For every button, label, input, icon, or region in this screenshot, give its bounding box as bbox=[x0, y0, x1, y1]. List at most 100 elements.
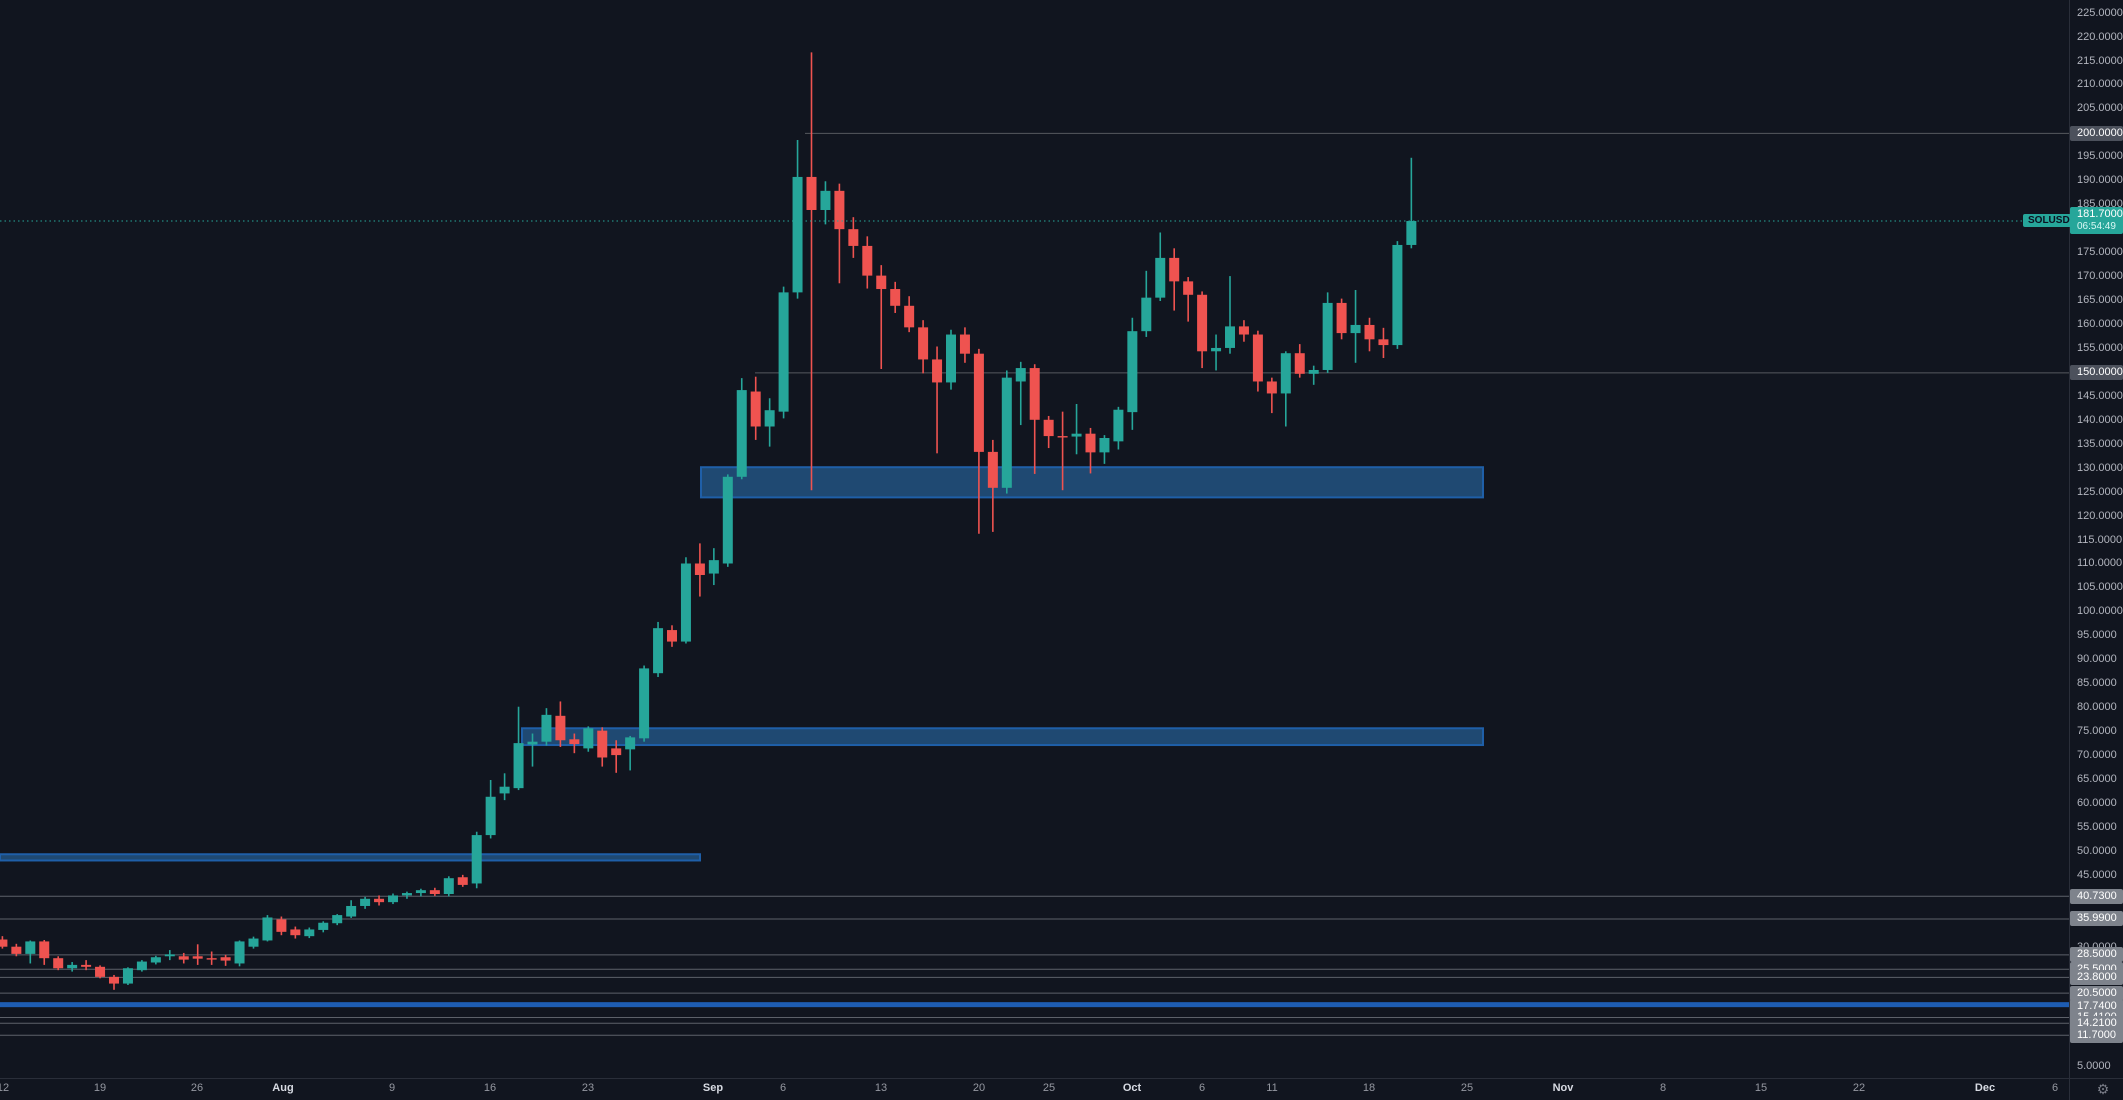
candle[interactable] bbox=[987, 451, 998, 488]
candle[interactable] bbox=[1141, 297, 1152, 332]
candle[interactable] bbox=[680, 563, 691, 642]
candle[interactable] bbox=[1071, 433, 1082, 437]
candle[interactable] bbox=[569, 739, 580, 745]
candle[interactable] bbox=[415, 890, 426, 894]
candle[interactable] bbox=[792, 176, 803, 293]
candle[interactable] bbox=[959, 334, 970, 354]
candle[interactable] bbox=[555, 715, 566, 741]
candle[interactable] bbox=[178, 956, 189, 960]
candle[interactable] bbox=[1015, 368, 1026, 382]
candle[interactable] bbox=[1378, 339, 1389, 346]
candle[interactable] bbox=[457, 877, 468, 885]
candle[interactable] bbox=[388, 895, 398, 903]
candle[interactable] bbox=[304, 929, 315, 937]
candle[interactable] bbox=[374, 898, 385, 903]
candle[interactable] bbox=[611, 748, 622, 756]
candle[interactable] bbox=[1099, 437, 1110, 453]
candle[interactable] bbox=[1266, 381, 1277, 394]
candle[interactable] bbox=[1155, 257, 1166, 298]
candle[interactable] bbox=[1183, 281, 1194, 295]
blue-support-line[interactable] bbox=[0, 1002, 2069, 1008]
settings-icon[interactable]: ⚙ bbox=[2096, 1081, 2110, 1097]
candle[interactable] bbox=[583, 728, 594, 749]
candle[interactable] bbox=[625, 737, 636, 750]
candle[interactable] bbox=[1252, 334, 1263, 382]
candle[interactable] bbox=[1001, 377, 1012, 488]
candle[interactable] bbox=[429, 890, 440, 895]
candle[interactable] bbox=[1294, 353, 1305, 374]
candle[interactable] bbox=[904, 305, 915, 328]
candle[interactable] bbox=[443, 878, 454, 895]
candle[interactable] bbox=[1197, 294, 1208, 352]
candle[interactable] bbox=[25, 941, 36, 954]
candle[interactable] bbox=[639, 668, 650, 739]
candle[interactable] bbox=[778, 292, 789, 412]
candle[interactable] bbox=[1113, 409, 1124, 442]
candle[interactable] bbox=[1029, 368, 1040, 420]
candle[interactable] bbox=[1127, 331, 1138, 413]
candle[interactable] bbox=[694, 563, 705, 575]
time-axis[interactable]: 12 19 26 Aug 9 16 23 Sep 6 13 20 25 Oct 6 11 18 25 Nov 8 15… bbox=[0, 1079, 2069, 1100]
candle[interactable] bbox=[750, 391, 761, 427]
candle[interactable] bbox=[1043, 419, 1054, 437]
candle[interactable] bbox=[1336, 302, 1347, 334]
candle[interactable] bbox=[1085, 433, 1096, 453]
candle[interactable] bbox=[1169, 257, 1180, 282]
candle[interactable] bbox=[332, 915, 343, 924]
candle[interactable] bbox=[0, 939, 8, 947]
candle[interactable] bbox=[764, 410, 775, 427]
chart-canvas[interactable] bbox=[0, 0, 2069, 1078]
candle[interactable] bbox=[1406, 221, 1417, 245]
candle[interactable] bbox=[164, 954, 175, 957]
candle[interactable] bbox=[81, 964, 92, 967]
candle[interactable] bbox=[736, 390, 747, 477]
candle[interactable] bbox=[234, 941, 245, 964]
candle[interactable] bbox=[11, 946, 22, 954]
candle[interactable] bbox=[276, 919, 287, 932]
candle[interactable] bbox=[401, 893, 412, 896]
candle[interactable] bbox=[653, 628, 664, 674]
candle[interactable] bbox=[848, 229, 859, 246]
supply-demand-zone[interactable] bbox=[700, 466, 1484, 499]
candle[interactable] bbox=[1392, 244, 1403, 346]
candle[interactable] bbox=[708, 560, 719, 574]
candle[interactable] bbox=[1364, 324, 1375, 340]
candle[interactable] bbox=[1238, 326, 1249, 335]
supply-demand-zone[interactable] bbox=[0, 853, 701, 862]
candle[interactable] bbox=[806, 176, 817, 210]
candle[interactable] bbox=[248, 938, 259, 947]
candle[interactable] bbox=[876, 275, 887, 290]
candle[interactable] bbox=[834, 190, 845, 230]
candle[interactable] bbox=[890, 289, 901, 306]
candle[interactable] bbox=[136, 961, 147, 971]
candle[interactable] bbox=[722, 476, 733, 564]
candle[interactable] bbox=[1322, 302, 1333, 370]
candle[interactable] bbox=[932, 359, 943, 383]
candle[interactable] bbox=[485, 796, 496, 836]
candle[interactable] bbox=[1225, 326, 1235, 348]
candle[interactable] bbox=[820, 190, 831, 210]
candle[interactable] bbox=[150, 957, 161, 963]
candle[interactable] bbox=[1280, 353, 1291, 394]
candle[interactable] bbox=[471, 835, 482, 884]
candle[interactable] bbox=[318, 922, 329, 930]
candle[interactable] bbox=[346, 905, 357, 917]
candle[interactable] bbox=[39, 941, 50, 959]
candle[interactable] bbox=[513, 743, 524, 789]
candle[interactable] bbox=[360, 898, 371, 906]
candle[interactable] bbox=[206, 958, 217, 960]
supply-demand-zone[interactable] bbox=[521, 727, 1484, 747]
candle[interactable] bbox=[262, 917, 273, 941]
candle[interactable] bbox=[1057, 436, 1068, 438]
candle[interactable] bbox=[122, 968, 133, 984]
candle[interactable] bbox=[862, 245, 873, 276]
candle[interactable] bbox=[192, 956, 203, 959]
candle[interactable] bbox=[597, 730, 608, 758]
candle[interactable] bbox=[946, 334, 956, 383]
candle[interactable] bbox=[499, 786, 510, 794]
candle[interactable] bbox=[918, 327, 929, 360]
candle[interactable] bbox=[109, 976, 119, 984]
candle[interactable] bbox=[1211, 347, 1222, 352]
candle[interactable] bbox=[220, 957, 231, 961]
candle[interactable] bbox=[290, 929, 301, 936]
